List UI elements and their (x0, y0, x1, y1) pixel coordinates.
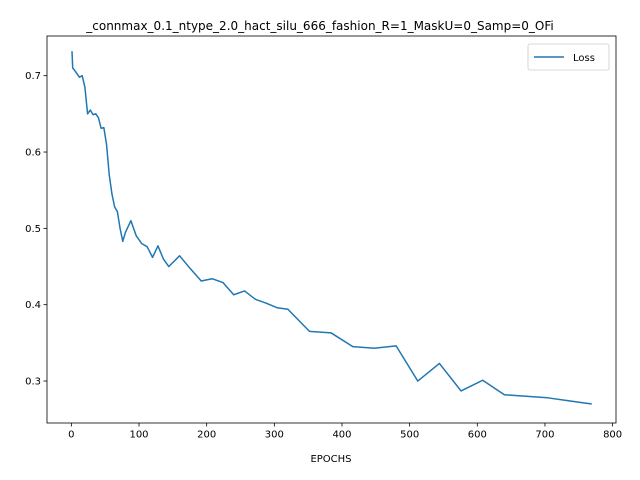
plot-area-frame (46, 35, 617, 424)
x-tick-label: 200 (197, 430, 216, 441)
data-point (352, 346, 354, 348)
data-point (222, 281, 224, 284)
data-point (84, 86, 86, 88)
data-point (525, 395, 527, 397)
data-point (200, 280, 202, 282)
x-tick-label: 100 (129, 430, 148, 441)
x-tick-label: 700 (535, 430, 554, 441)
data-point (395, 345, 397, 347)
data-point (141, 243, 143, 245)
data-point (254, 298, 256, 300)
y-tick-label: 0.7 (25, 71, 41, 82)
legend-label-loss: Loss (573, 53, 595, 64)
data-point (100, 127, 102, 129)
data-point (211, 278, 213, 280)
y-tick-label: 0.4 (25, 300, 41, 311)
x-tick-label: 400 (332, 430, 351, 441)
series-line-loss (71, 51, 592, 405)
data-point (179, 255, 181, 257)
x-tick-label: 500 (400, 430, 419, 441)
data-point (78, 76, 81, 78)
data-point (373, 347, 376, 349)
data-point (103, 127, 105, 129)
data-point (122, 240, 124, 242)
y-tick-label: 0.5 (25, 224, 41, 235)
data-point (89, 109, 91, 111)
data-point (116, 210, 118, 213)
data-point (287, 308, 289, 310)
data-point (92, 114, 94, 116)
y-tick-label: 0.3 (25, 377, 41, 388)
data-point (308, 330, 311, 332)
data-point (417, 380, 419, 382)
data-point (130, 220, 132, 222)
data-point (71, 51, 73, 53)
data-point (590, 403, 592, 405)
data-point (162, 258, 164, 260)
data-point (482, 379, 484, 381)
data-point (151, 256, 154, 258)
data-point (265, 302, 267, 304)
data-point (108, 174, 110, 176)
x-axis-title: EPOCHS (310, 454, 351, 465)
legend: Loss (527, 43, 610, 71)
data-point (86, 113, 89, 115)
x-tick-label: 600 (468, 430, 487, 441)
data-point (233, 294, 235, 296)
data-point (168, 265, 170, 268)
legend-box (527, 43, 610, 71)
data-point (114, 206, 116, 208)
data-point (119, 227, 121, 229)
data-point (73, 68, 75, 71)
data-point (547, 397, 549, 399)
x-tick-label: 0 (68, 430, 74, 441)
data-point (111, 193, 113, 195)
chart-title: _connmax_0.1_ntype_2.0_hact_silu_666_fas… (85, 19, 553, 33)
data-point (243, 290, 246, 292)
data-point (81, 75, 83, 77)
data-point (503, 394, 505, 396)
data-point (568, 400, 570, 402)
data-point (124, 231, 127, 233)
data-point (76, 72, 78, 74)
data-point (95, 113, 97, 115)
y-tick-label: 0.6 (25, 148, 41, 159)
data-point (157, 245, 159, 247)
data-point (276, 307, 278, 309)
data-point (135, 235, 137, 237)
data-point (460, 390, 462, 392)
data-point (330, 332, 332, 334)
data-point (97, 117, 100, 119)
data-point (438, 362, 441, 365)
data-point (72, 67, 74, 69)
data-point (146, 246, 148, 248)
data-point (105, 143, 108, 145)
x-tick-label: 300 (265, 430, 284, 441)
x-tick-label: 800 (603, 430, 622, 441)
data-point (189, 268, 192, 270)
